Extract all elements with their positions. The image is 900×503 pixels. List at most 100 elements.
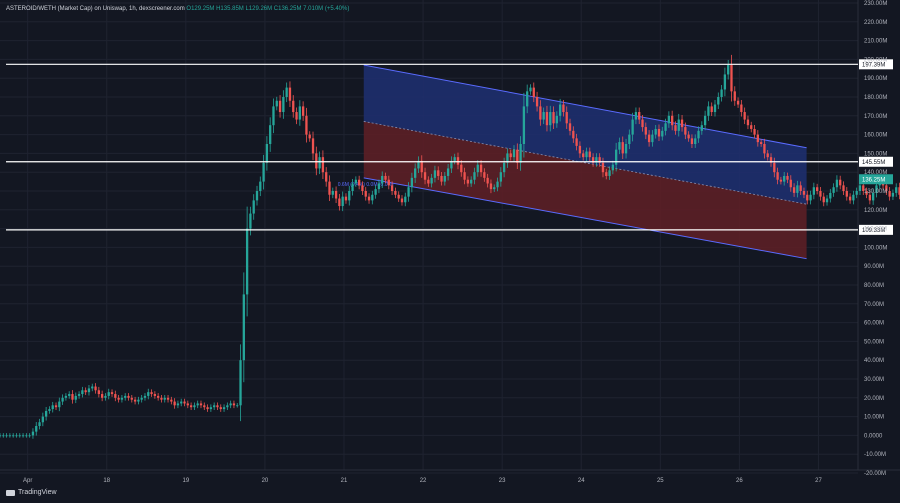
candle-body (160, 397, 163, 400)
candle-body (242, 294, 245, 361)
y-tick-label: 70.00M (864, 302, 884, 308)
candle-body (674, 125, 677, 131)
candle-body (97, 390, 101, 395)
tradingview-logo[interactable]: TradingView (6, 489, 57, 496)
candle-body (535, 97, 539, 107)
candle-body (667, 115, 671, 124)
candle-body (269, 125, 272, 144)
candle-body (252, 200, 255, 214)
candle-body (621, 142, 624, 154)
candle-body (555, 115, 558, 124)
time-axis[interactable]: Apr 18 19 20 21 22 23 24 25 26 27 (23, 478, 822, 484)
candle-body (575, 138, 578, 146)
y-tick-label: 140.00M (864, 170, 887, 176)
candle-body (743, 112, 746, 120)
candle-body (84, 390, 87, 393)
candle-body (885, 185, 888, 191)
candle-body (506, 153, 509, 163)
candle-body (272, 106, 275, 126)
candle-body (585, 151, 588, 158)
candle-body (865, 191, 868, 195)
candle-body (443, 175, 446, 182)
candle-body (107, 392, 110, 396)
candle-body (130, 397, 133, 400)
y-tick-label: 160.00M (864, 133, 887, 139)
candle-body (15, 435, 18, 437)
y-tick-label: 90.00M (864, 264, 884, 270)
candle-body (776, 172, 779, 180)
candle-body (789, 179, 792, 188)
candle-body (285, 87, 288, 97)
candle-body (21, 435, 25, 437)
candle-body (361, 185, 364, 191)
candle-body (792, 187, 796, 193)
x-tick-label: 21 (341, 478, 348, 484)
candle-body (117, 397, 120, 400)
candle-body (301, 106, 305, 116)
candle-body (311, 138, 315, 154)
horizontal-levels[interactable]: 197.39M 145.55M 109.33M (6, 59, 893, 235)
candle-body (766, 153, 769, 158)
candle-body (898, 187, 900, 195)
candle-body (245, 228, 249, 295)
candle-body (545, 112, 549, 126)
candle-body (232, 403, 236, 406)
candle-body (456, 157, 460, 165)
candle-body (476, 164, 479, 173)
candle-body (318, 157, 321, 169)
x-tick-label: 18 (103, 478, 110, 484)
channel-upper-zone (363, 65, 807, 205)
level-price-tag (859, 59, 893, 70)
price-channel[interactable]: 0.6M (0.4%) 0.0M (0.0%) (338, 64, 807, 260)
ohlc-readout: O129.25M H135.85M L129.26M C136.25M 7.01… (186, 6, 350, 12)
y-tick-label: 220.00M (864, 20, 887, 26)
candle-body (440, 175, 443, 182)
candle-body (288, 87, 292, 101)
candle-body (387, 179, 390, 186)
candle-body (489, 183, 493, 190)
candle-body (351, 183, 354, 191)
candle-body (381, 175, 384, 184)
candle-body (338, 198, 341, 207)
candle-body (180, 401, 183, 404)
x-tick-label: 26 (736, 478, 743, 484)
candle-body (414, 168, 417, 178)
y-tick-label: 210.00M (864, 39, 887, 45)
candle-body (209, 407, 213, 410)
candle-body (325, 172, 328, 182)
candle-body (427, 179, 430, 184)
candle-body (262, 162, 265, 182)
price-axis[interactable]: -20.00M -10.00M 0.0000 10.00M 20.00M 30.00M 40… (859, 1, 893, 477)
y-tick-label: 30.00M (864, 377, 884, 383)
candle-body (265, 144, 269, 163)
candle-body (153, 394, 157, 396)
candle-body (526, 91, 529, 107)
level-price-label: 109.33M (862, 228, 885, 234)
candle-body (334, 191, 338, 199)
candle-body (661, 130, 664, 137)
candle-body (25, 435, 28, 437)
candle-body (219, 407, 222, 410)
candle-body (502, 162, 506, 173)
x-tick-label: 27 (815, 478, 822, 484)
candle-body (875, 185, 878, 193)
candle-body (618, 142, 621, 150)
candle-body (331, 191, 334, 195)
candle-body (143, 395, 147, 398)
y-tick-label: 100.00M (864, 245, 887, 251)
candle-body (631, 119, 634, 135)
candle-body (829, 192, 832, 199)
candle-body (31, 431, 35, 436)
candle-body (796, 185, 799, 193)
candle-body (41, 416, 44, 423)
candle-body (51, 405, 54, 410)
candle-body (598, 157, 601, 163)
candle-body (611, 164, 615, 171)
candle-body (687, 134, 690, 139)
candle-body (321, 157, 325, 173)
candle-body (730, 65, 733, 92)
x-tick-label: 19 (182, 478, 189, 484)
candle-body (736, 100, 740, 105)
candle-body (888, 191, 891, 197)
